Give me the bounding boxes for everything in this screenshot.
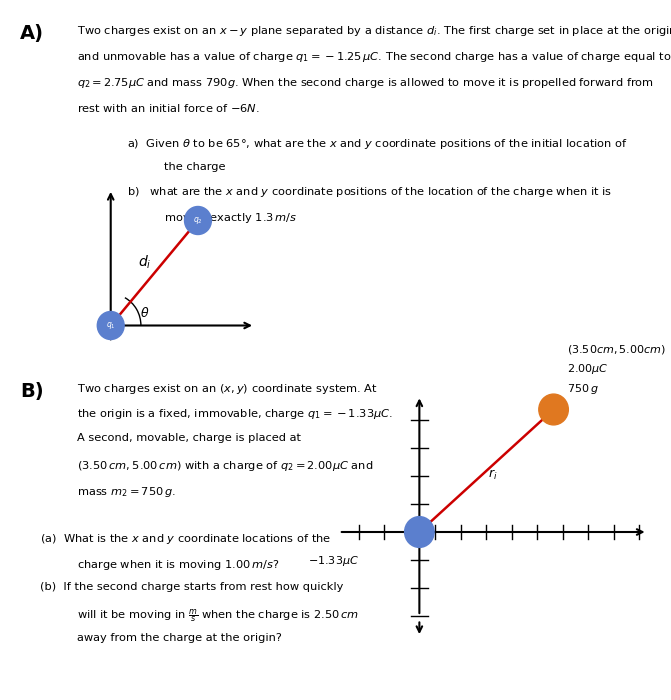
Text: rest with an initial force of $-6N$.: rest with an initial force of $-6N$.	[77, 102, 260, 114]
Text: the origin is a fixed, immovable, charge $q_1 = -1.33\mu C$.: the origin is a fixed, immovable, charge…	[77, 407, 393, 421]
Circle shape	[97, 312, 124, 340]
Text: $q_1$: $q_1$	[106, 320, 115, 331]
Text: the charge: the charge	[164, 162, 226, 172]
Text: $(3.50cm, 5.00cm)$
$2.00\mu C$
$750\,g$: $(3.50cm, 5.00cm)$ $2.00\mu C$ $750\,g$	[567, 344, 666, 395]
Text: will it be moving in $\frac{m}{s}$ when the charge is $2.50\,cm$: will it be moving in $\frac{m}{s}$ when …	[77, 608, 360, 625]
Text: b)   what are the $x$ and $y$ coordinate positions of the location of the charge: b) what are the $x$ and $y$ coordinate p…	[127, 185, 613, 199]
Circle shape	[405, 517, 434, 547]
Text: $q_2$: $q_2$	[193, 215, 203, 226]
Text: $r_i$: $r_i$	[488, 468, 498, 482]
Text: charge when it is moving $1.00\,m/s$?: charge when it is moving $1.00\,m/s$?	[77, 558, 280, 572]
Text: moving exactly $1.3\,m/s$: moving exactly $1.3\,m/s$	[164, 211, 298, 225]
Text: $-1.33\mu C$: $-1.33\mu C$	[308, 554, 359, 568]
Text: B): B)	[20, 382, 44, 400]
Text: $\theta$: $\theta$	[140, 306, 149, 320]
Circle shape	[185, 206, 211, 235]
Text: away from the charge at the origin?: away from the charge at the origin?	[77, 634, 282, 643]
Text: Two charges exist on an $x - y$ plane separated by a distance $d_i$. The first c: Two charges exist on an $x - y$ plane se…	[77, 25, 671, 38]
Text: $q_2 = 2.75\mu C$ and mass $790g$. When the second charge is allowed to move it : $q_2 = 2.75\mu C$ and mass $790g$. When …	[77, 76, 654, 90]
Text: A second, movable, charge is placed at: A second, movable, charge is placed at	[77, 433, 301, 443]
Text: $(3.50\,cm, 5.00\,cm)$ with a charge of $q_2 = 2.00\mu C$ and: $(3.50\,cm, 5.00\,cm)$ with a charge of …	[77, 459, 374, 473]
Text: and unmovable has a value of charge $q_1 = -1.25\,\mu C$. The second charge has : and unmovable has a value of charge $q_1…	[77, 50, 671, 64]
Text: mass $m_2 = 750\,g$.: mass $m_2 = 750\,g$.	[77, 485, 176, 499]
Text: (a)  What is the $x$ and $y$ coordinate locations of the: (a) What is the $x$ and $y$ coordinate l…	[40, 532, 331, 546]
Text: a)  Given $\theta$ to be 65°, what are the $x$ and $y$ coordinate positions of t: a) Given $\theta$ to be 65°, what are th…	[127, 136, 628, 150]
Circle shape	[539, 394, 568, 425]
Text: (b)  If the second charge starts from rest how quickly: (b) If the second charge starts from res…	[40, 582, 344, 591]
Text: $d_i$: $d_i$	[138, 254, 151, 271]
Text: Two charges exist on an $(x, y)$ coordinate system. At: Two charges exist on an $(x, y)$ coordin…	[77, 382, 378, 395]
Text: A): A)	[20, 25, 44, 43]
